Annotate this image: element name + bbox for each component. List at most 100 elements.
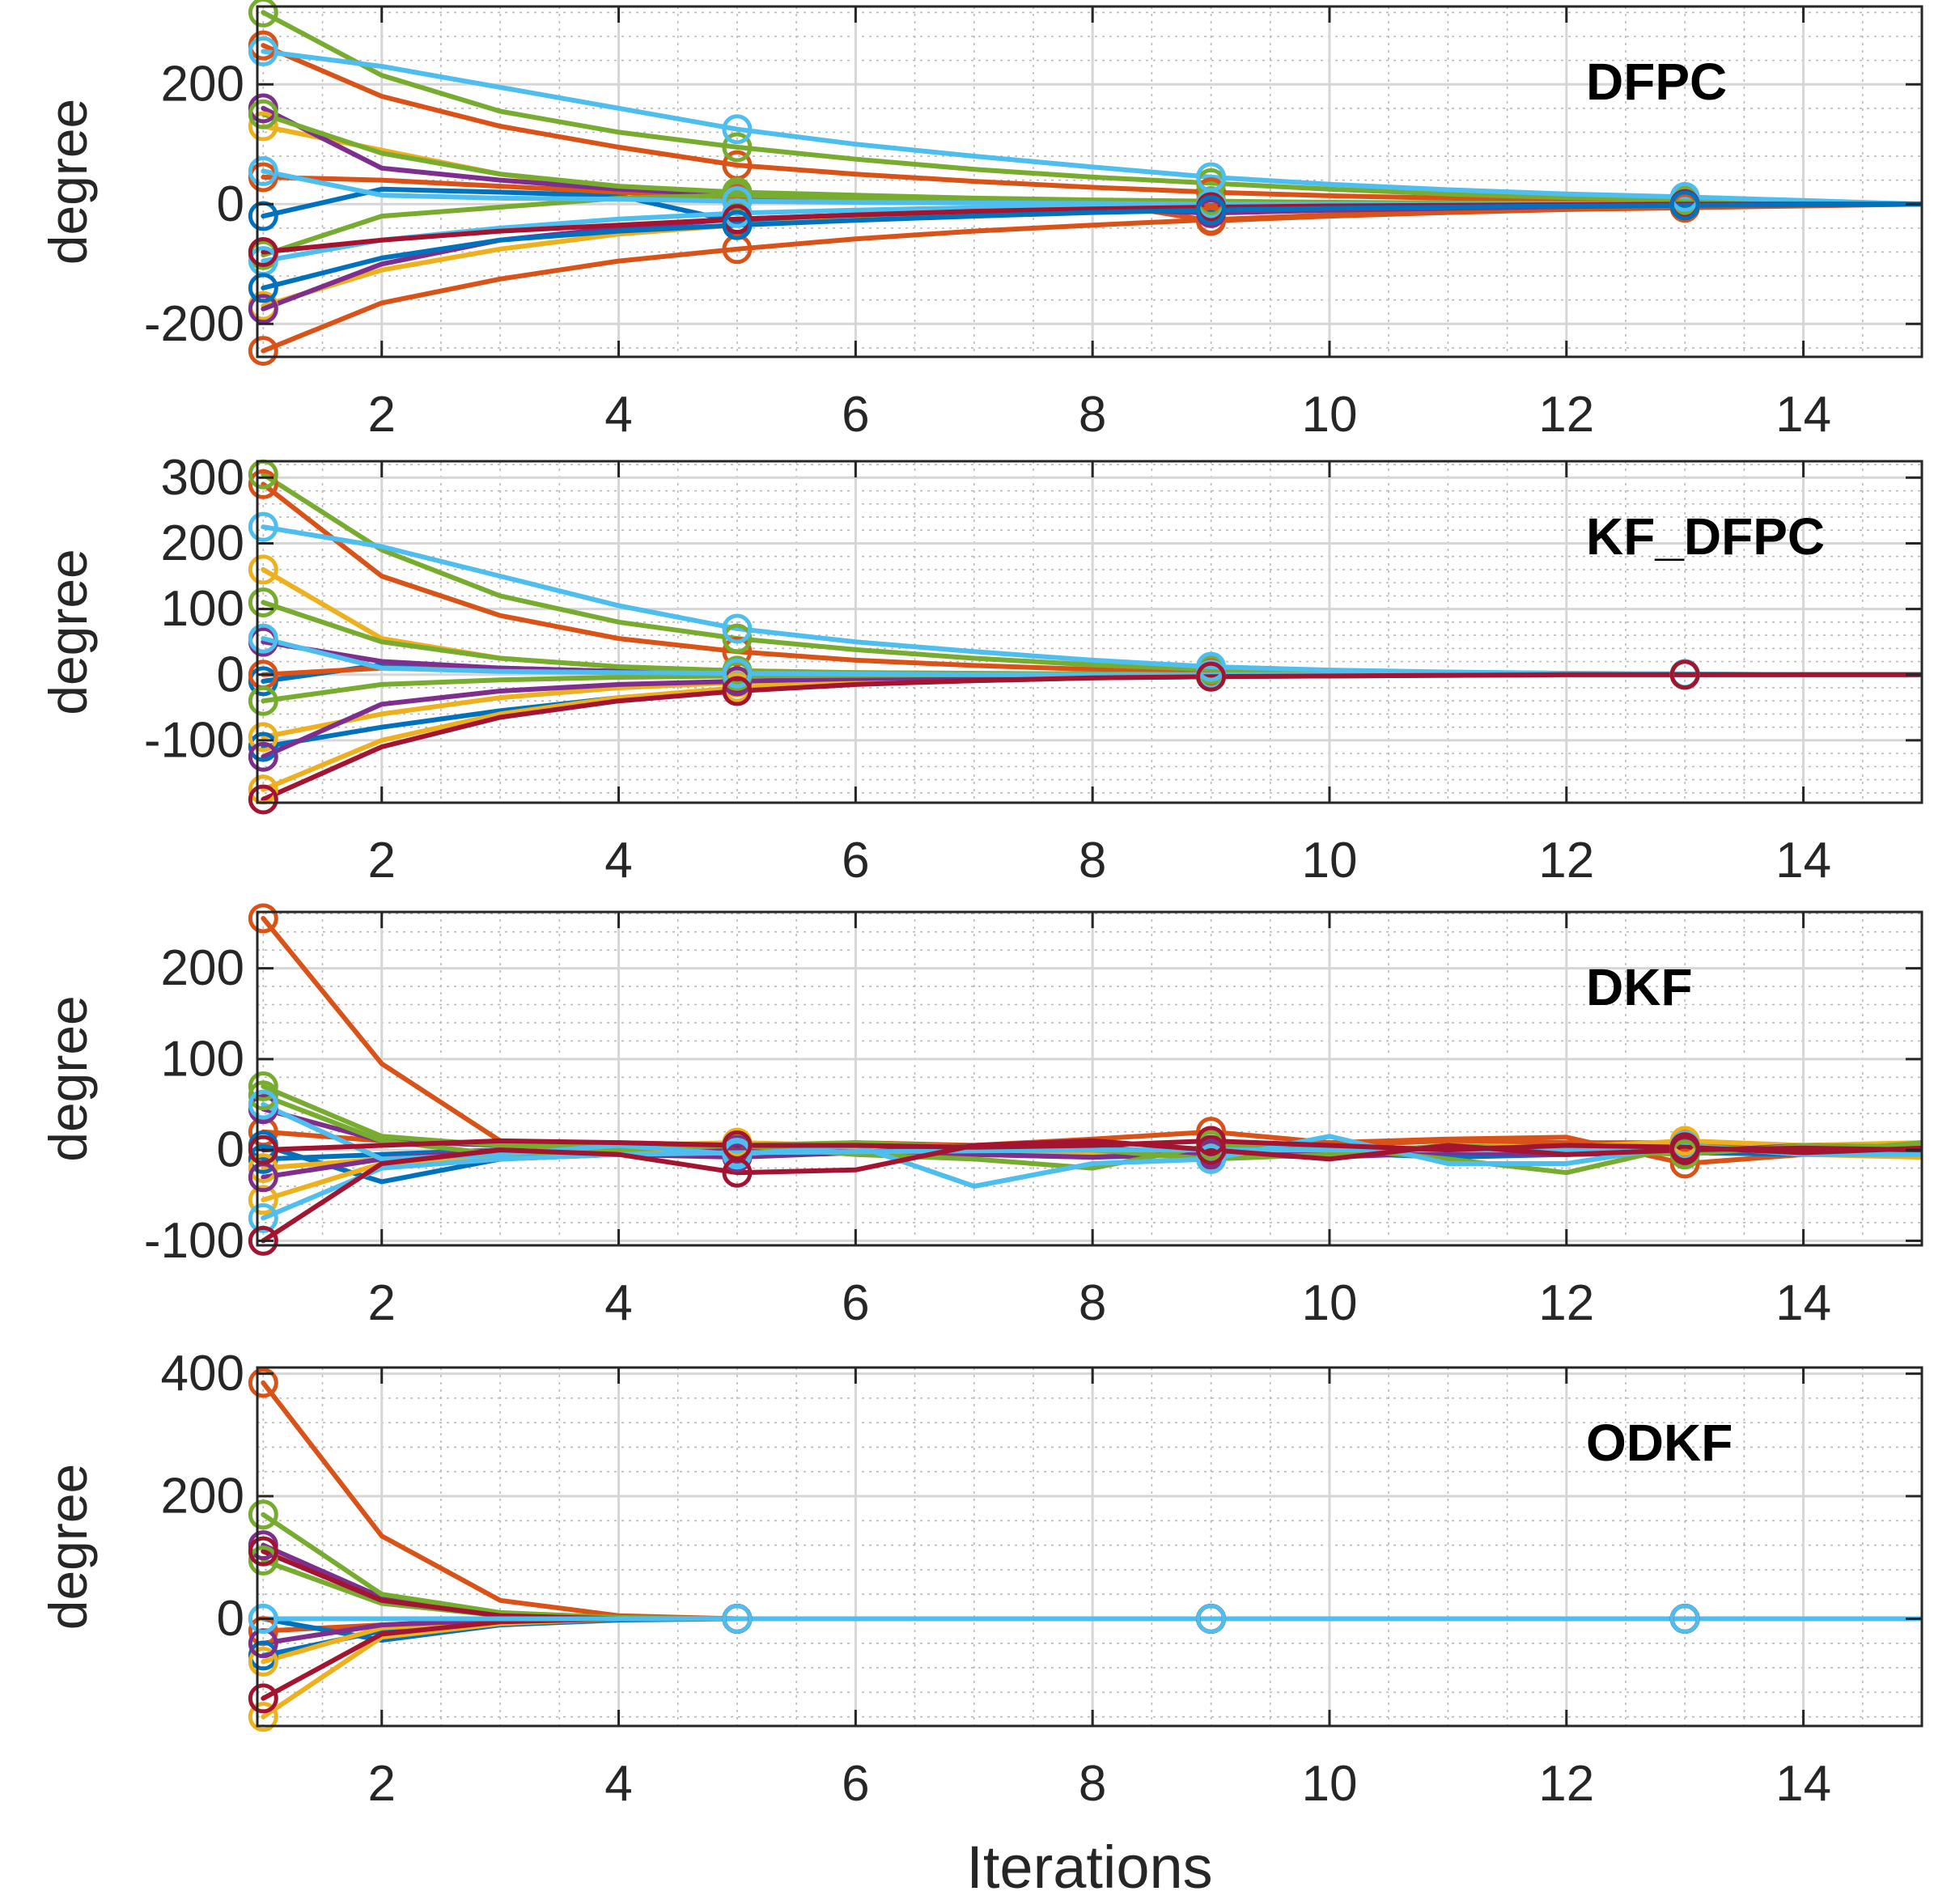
- chart-2-series-10-marker-1: [248, 1089, 278, 1120]
- chart-1-series-2-marker-1: [248, 469, 278, 499]
- chart-3-series-12-marker-9: [1196, 1603, 1227, 1634]
- chart-2-ytick-label-100: -100: [144, 1213, 244, 1269]
- chart-0-ytick-label-200: 200: [161, 57, 244, 112]
- chart-3-series-12-marker-5: [722, 1603, 753, 1634]
- chart-3-series-4-marker-1: [248, 1702, 278, 1732]
- chart-1-xtick-label-10: 10: [1301, 833, 1357, 888]
- chart-0-series-9-marker-1: [248, 99, 278, 129]
- chart-3-series-8-marker-1: [248, 1499, 278, 1530]
- chart-0-xtick-label-14: 14: [1775, 387, 1831, 443]
- chart-1-series-0-marker-1: [248, 731, 278, 762]
- chart-0-series-11-marker-1: [248, 36, 278, 67]
- chart-0-y-axis-label: degree: [38, 99, 98, 265]
- chart-1-xtick-label-6: 6: [842, 833, 869, 888]
- chart-0-series-8-marker-5: [722, 132, 753, 163]
- chart-3-series-0-marker-1: [248, 1368, 278, 1398]
- chart-2-series-13-marker-13: [1669, 1132, 1700, 1163]
- chart-1-series-11-marker-1: [248, 685, 278, 716]
- chart-3-ytick-label-0: 0: [217, 1591, 244, 1647]
- chart-3-series-10-marker-1: [248, 1683, 278, 1714]
- chart-2-series-13-marker-5: [722, 1130, 753, 1161]
- chart-2-axes-box: [256, 910, 1923, 1247]
- chart-1-y-axis-label: degree: [38, 549, 98, 715]
- chart-3-ytick-label-200: 200: [161, 1469, 244, 1524]
- chart-2-ytick-label-0: 0: [217, 1122, 244, 1178]
- chart-0-panel-title: DFPC: [1586, 53, 1727, 111]
- chart-0-series-8-line: [261, 10, 1922, 207]
- chart-2-panel-title: DKF: [1586, 958, 1693, 1016]
- chart-0-series-15-marker-13: [1669, 190, 1700, 221]
- chart-1-series-8-marker-1: [248, 741, 278, 772]
- chart-1-series-14-marker-13: [1669, 659, 1700, 690]
- chart-1-axes-box: [256, 460, 1923, 804]
- chart-2-ytick-label-100: 100: [161, 1031, 244, 1087]
- chart-0-ytick-label-200: -200: [144, 296, 244, 352]
- chart-0-series-2-marker-1: [248, 336, 278, 367]
- chart-2-series-12-marker-9: [1196, 1134, 1227, 1165]
- chart-2-xtick-label-10: 10: [1301, 1275, 1357, 1331]
- subplot-dkf: 2 4 6 8 10 12 14 -100 0 100 200 degree DKF: [38, 903, 1923, 1331]
- chart-0-marker-group: [248, 0, 1700, 367]
- chart-3-axes-box: [256, 1366, 1923, 1728]
- chart-3-ytick-label-400: 400: [161, 1346, 244, 1401]
- subplot-odkf: 2 4 6 8 10 12 14 0 200 400 degree ODKF Iterations: [38, 1346, 1923, 1901]
- chart-3-x-axis-label: Iterations: [966, 1834, 1212, 1901]
- chart-3-series-11-marker-1: [248, 1536, 278, 1567]
- chart-2-series-9-marker-1: [248, 1080, 278, 1111]
- chart-0-series-14-marker-1: [248, 236, 278, 267]
- chart-3-series-12-marker-1: [248, 1603, 278, 1634]
- chart-1-xtick-label-4: 4: [604, 833, 632, 888]
- chart-3-xtick-label-14: 14: [1775, 1756, 1831, 1812]
- chart-2-series-4-marker-1: [248, 1185, 278, 1215]
- chart-2-marker-group: [248, 903, 1700, 1256]
- chart-0-series-15-marker-1: [248, 273, 278, 303]
- chart-1-series-10-marker-1: [248, 587, 278, 617]
- chart-1-series-9-marker-5: [722, 623, 753, 654]
- chart-3-series-5-marker-1: [248, 1646, 278, 1677]
- chart-0-xtick-label-12: 12: [1538, 387, 1594, 443]
- chart-1-marker-group: [248, 459, 1700, 815]
- chart-1-series-6-marker-1: [248, 722, 278, 753]
- chart-2-xtick-label-12: 12: [1538, 1275, 1594, 1331]
- chart-1-series-14-marker-5: [722, 676, 753, 706]
- chart-2-series-13-marker-9: [1196, 1126, 1227, 1156]
- chart-1-series-12-marker-9: [1196, 651, 1227, 682]
- chart-2-series-10-marker-9: [1196, 1143, 1227, 1174]
- chart-0-xtick-label-8: 8: [1079, 387, 1106, 443]
- chart-0-series-11-line: [261, 49, 1922, 207]
- chart-3-series-group: [261, 1380, 1922, 1720]
- chart-1-ytick-label-100: -100: [144, 712, 244, 768]
- chart-1-plot-area: [257, 461, 1922, 803]
- chart-2-xtick-label-8: 8: [1079, 1275, 1106, 1331]
- chart-2-series-3-marker-1: [248, 1143, 278, 1174]
- chart-2-xtick-label-4: 4: [604, 1275, 632, 1331]
- chart-1-ytick-label-200: 200: [161, 515, 244, 571]
- chart-3-xtick-label-2: 2: [367, 1756, 395, 1812]
- chart-0-series-8-marker-1: [248, 0, 278, 28]
- chart-2-series-0-marker-13: [1669, 1148, 1700, 1179]
- chart-1-series-12-marker-1: [248, 511, 278, 542]
- chart-1-series-12-marker-5: [722, 613, 753, 644]
- chart-3-xtick-label-6: 6: [842, 1756, 869, 1812]
- chart-2-series-8-marker-1: [248, 1071, 278, 1102]
- chart-0-series-7-marker-1: [248, 294, 278, 324]
- chart-2-xtick-label-6: 6: [842, 1275, 869, 1331]
- chart-0-series-15-marker-5: [722, 210, 753, 240]
- chart-2-series-12-marker-1: [248, 1225, 278, 1256]
- chart-1-xtick-label-12: 12: [1538, 833, 1594, 888]
- chart-3-y-axis-label: degree: [38, 1464, 98, 1630]
- chart-0-xtick-label-10: 10: [1301, 387, 1357, 443]
- chart-1-xtick-label-14: 14: [1775, 833, 1831, 888]
- chart-2-ytick-label-200: 200: [161, 940, 244, 996]
- chart-3-plot-area: [257, 1368, 1922, 1726]
- chart-1-series-14-marker-1: [248, 784, 278, 815]
- chart-1-series-4-marker-1: [248, 554, 278, 585]
- chart-2-series-13-line: [261, 1138, 1922, 1156]
- chart-0-xtick-label-2: 2: [367, 387, 395, 443]
- chart-3-marker-group: [248, 1368, 1700, 1732]
- subplot-dfpc: 2 4 6 8 10 12 14 -200 0 200 degree DFPC: [38, 0, 1923, 443]
- chart-1-ytick-label-100: 100: [161, 581, 244, 637]
- chart-0-series-group: [261, 10, 1922, 354]
- chart-1-series-14-marker-9: [1196, 661, 1227, 692]
